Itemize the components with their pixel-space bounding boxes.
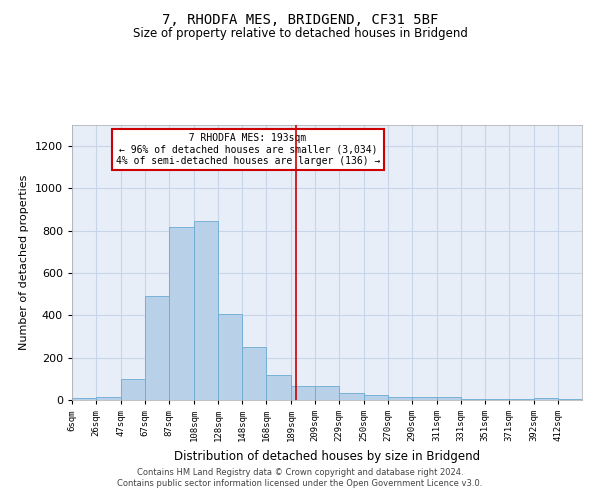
Bar [72,398,96,400]
Bar [534,398,558,400]
Bar [121,379,145,400]
Bar [388,397,412,400]
Text: 7, RHODFA MES, BRIDGEND, CF31 5BF: 7, RHODFA MES, BRIDGEND, CF31 5BF [162,12,438,26]
Bar [437,398,461,400]
Bar [96,398,121,400]
Text: 7 RHODFA MES: 193sqm  
← 96% of detached houses are smaller (3,034)
4% of semi-d: 7 RHODFA MES: 193sqm ← 96% of detached h… [116,133,380,166]
Y-axis label: Number of detached properties: Number of detached properties [19,175,29,350]
Bar [364,396,388,400]
Bar [509,399,534,400]
Text: Size of property relative to detached houses in Bridgend: Size of property relative to detached ho… [133,28,467,40]
Bar [412,397,437,400]
Bar [315,386,339,400]
Bar [266,374,291,400]
Bar [242,347,266,400]
Bar [461,399,485,400]
Bar [218,314,242,400]
Text: Contains HM Land Registry data © Crown copyright and database right 2024.
Contai: Contains HM Land Registry data © Crown c… [118,468,482,487]
Bar [169,226,194,400]
Bar [145,296,169,400]
Bar [194,221,218,400]
Bar [485,399,509,400]
X-axis label: Distribution of detached houses by size in Bridgend: Distribution of detached houses by size … [174,450,480,462]
Bar [339,393,364,400]
Bar [291,386,315,400]
Bar [558,399,582,400]
